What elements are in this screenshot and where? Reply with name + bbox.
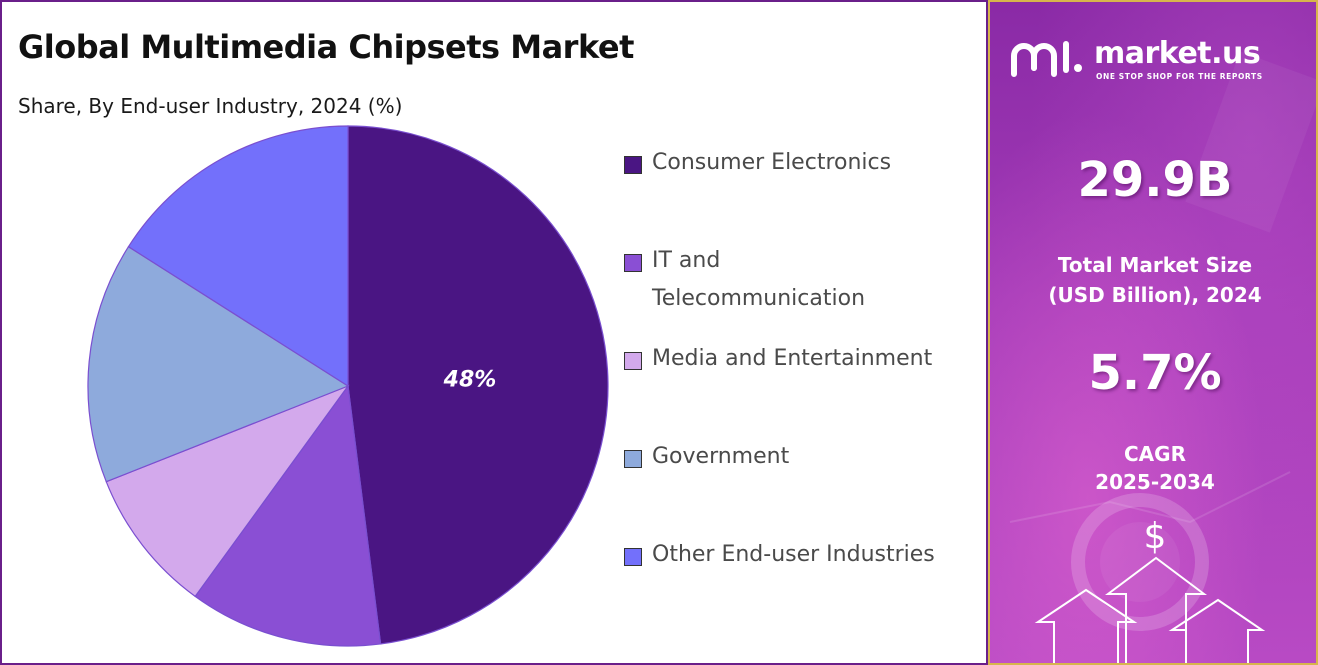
legend-swatch [624,548,642,566]
legend-label: Media and Entertainment [652,346,933,371]
market-size-value: 29.9B [1077,152,1233,208]
chart-panel: Global Multimedia Chipsets Market Share,… [0,0,988,665]
dollar-icon: $ [1143,516,1167,557]
pie-slice-media-and-entertainment [105,384,350,598]
background-decoration [1009,51,1316,631]
pie-chart: 48% [87,125,609,647]
market-size-label-line1: Total Market Size [1057,253,1253,277]
brand-name: market.us [1094,36,1261,71]
brand: market.us ONE STOP SHOP FOR THE REPORTS [1010,36,1300,86]
legend-label: Other End-user Industries [652,542,935,567]
market-size-label-line2: (USD Billion), 2024 [1048,283,1262,307]
pie-slice-other-end-user-industries [127,125,349,388]
legend-swatch [624,156,642,174]
up-arrow-icon [1034,556,1266,663]
cagr-value: 5.7% [1088,345,1222,401]
pie-slice-it-and-telecommunication [194,384,382,647]
pie-data-label: 48% [443,367,497,392]
cagr-label-line1: CAGR [1124,442,1186,466]
market-us-logo-icon [1011,41,1082,77]
legend-swatch [624,352,642,370]
legend-swatch [624,254,642,272]
summary-panel: market.us ONE STOP SHOP FOR THE REPORTS … [988,0,1318,665]
legend-swatch [624,450,642,468]
chart-title: Global Multimedia Chipsets Market [18,28,634,66]
chart-subtitle: Share, By End-user Industry, 2024 (%) [18,94,403,118]
cagr-label-line2: 2025-2034 [1095,470,1215,494]
pie-slice-consumer-electronics [347,125,609,645]
brand-tagline: ONE STOP SHOP FOR THE REPORTS [1096,72,1263,81]
legend-label: Consumer Electronics [652,150,892,175]
legend-label: IT and Telecommunication [652,248,866,311]
legend-label: Government [652,444,790,469]
pie-slice-government [87,245,350,483]
